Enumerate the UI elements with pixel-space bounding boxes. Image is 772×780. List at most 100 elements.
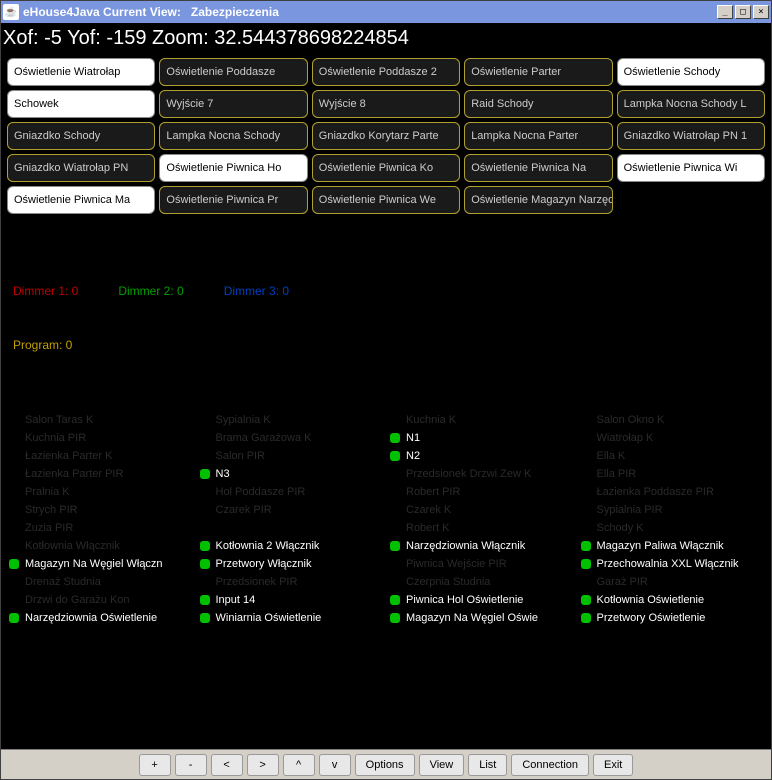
sensor-label: Input 14 (216, 594, 256, 606)
sensor-label: Garaż PIR (597, 576, 648, 588)
control-button[interactable]: Lampka Nocna Schody (159, 122, 307, 150)
control-button[interactable]: Oświetlenie Poddasze (159, 58, 307, 86)
pan-down-button[interactable]: v (319, 754, 351, 776)
control-button[interactable]: Oświetlenie Poddasze 2 (312, 58, 460, 86)
sensor-label: Łazienka Parter PIR (25, 468, 123, 480)
options-button[interactable]: Options (355, 754, 415, 776)
minimize-button[interactable]: _ (717, 5, 733, 19)
view-button[interactable]: View (419, 754, 465, 776)
sensor-label: Salon Okno K (597, 414, 665, 426)
status-dot-icon (581, 595, 591, 605)
sensor-item: Przetwory Oświetlenie (581, 610, 764, 626)
sensor-item: Hol Poddasze PIR (200, 484, 383, 500)
control-button[interactable]: Lampka Nocna Parter (464, 122, 612, 150)
maximize-button[interactable]: □ (735, 5, 751, 19)
sensor-label: Drzwi do Garażu Kon (25, 594, 130, 606)
sensor-label: Hol Poddasze PIR (216, 486, 306, 498)
control-button[interactable]: Oświetlenie Wiatrołap (7, 58, 155, 86)
sensor-label: Kuchnia K (406, 414, 456, 426)
sensor-label: Narzędziownia Włącznik (406, 540, 525, 552)
control-button[interactable]: Gniazdko Wiatrołap PN 1 (617, 122, 765, 150)
main-window: ☕ eHouse4Java Current View: Zabezpieczen… (0, 0, 772, 780)
status-dot-icon (390, 541, 400, 551)
status-dot-icon (200, 613, 210, 623)
sensor-item: Kotłownia 2 Włącznik (200, 538, 383, 554)
sensor-item: Input 14 (200, 592, 383, 608)
sensor-item: Kotłownia Oświetlenie (581, 592, 764, 608)
status-dot-icon (200, 595, 210, 605)
sensor-item: Magazyn Na Węgiel Oświe (390, 610, 573, 626)
sensor-item: Przedsionek Drzwi Zew K (390, 466, 573, 482)
sensor-item: Narzędziownia Włącznik (390, 538, 573, 554)
zoom-out-button[interactable]: - (175, 754, 207, 776)
sensor-item: Strych PIR (9, 502, 192, 518)
status-dot-icon (200, 559, 210, 569)
sensor-item (200, 520, 383, 536)
control-button-grid: Oświetlenie WiatrołapOświetlenie Poddasz… (1, 58, 771, 214)
coords-readout: Xof: -5 Yof: -159 Zoom: 32.5443786982248… (1, 23, 771, 58)
dimmer-readout: Dimmer 3: 0 (224, 284, 289, 298)
sensor-item: Robert PIR (390, 484, 573, 500)
control-button[interactable]: Oświetlenie Piwnica Ko (312, 154, 460, 182)
sensor-label: N3 (216, 468, 230, 480)
sensor-label: Robert PIR (406, 486, 460, 498)
sensor-item: Magazyn Na Węgiel Włączn (9, 556, 192, 572)
sensor-label: Strych PIR (25, 504, 78, 516)
pan-right-button[interactable]: > (247, 754, 279, 776)
dimmer-readout: Dimmer 1: 0 (13, 284, 78, 298)
sensor-label: Pralnia K (25, 486, 70, 498)
sensor-label: Łazienka Parter K (25, 450, 112, 462)
control-button[interactable]: Gniazdko Schody (7, 122, 155, 150)
close-button[interactable]: × (753, 5, 769, 19)
sensor-label: Kotłownia 2 Włącznik (216, 540, 320, 552)
control-button[interactable]: Oświetlenie Piwnica Ma (7, 186, 155, 214)
sensor-label: Przetwory Oświetlenie (597, 612, 706, 624)
connection-button[interactable]: Connection (511, 754, 589, 776)
control-button[interactable]: Gniazdko Korytarz Parte (312, 122, 460, 150)
sensor-item: Narzędziownia Oświetlenie (9, 610, 192, 626)
pan-left-button[interactable]: < (211, 754, 243, 776)
control-button[interactable]: Oświetlenie Piwnica Na (464, 154, 612, 182)
sensor-item: Drzwi do Garażu Kon (9, 592, 192, 608)
pan-up-button[interactable]: ^ (283, 754, 315, 776)
status-dot-icon (390, 433, 400, 443)
exit-button[interactable]: Exit (593, 754, 633, 776)
control-button[interactable]: Oświetlenie Piwnica Pr (159, 186, 307, 214)
sensor-label: Czarek PIR (216, 504, 272, 516)
control-button[interactable]: Lampka Nocna Schody L (617, 90, 765, 118)
sensor-item: Czarek K (390, 502, 573, 518)
dimmer-row: Dimmer 1: 0Dimmer 2: 0Dimmer 3: 0 (1, 284, 771, 298)
sensor-item: N2 (390, 448, 573, 464)
status-dot-icon (390, 613, 400, 623)
control-button[interactable]: Oświetlenie Parter (464, 58, 612, 86)
list-button[interactable]: List (468, 754, 507, 776)
sensor-item: Piwnica Wejście PIR (390, 556, 573, 572)
control-button[interactable]: Oświetlenie Piwnica Wi (617, 154, 765, 182)
sensor-item: N1 (390, 430, 573, 446)
sensor-label: Schody K (597, 522, 644, 534)
control-button[interactable]: Gniazdko Wiatrołap PN (7, 154, 155, 182)
status-dot-icon (581, 559, 591, 569)
sensor-item: Łazienka Poddasze PIR (581, 484, 764, 500)
sensor-label: Brama Garażowa K (216, 432, 312, 444)
sensor-label: Przedsionek Drzwi Zew K (406, 468, 531, 480)
program-label: Program: 0 (1, 338, 771, 352)
control-button[interactable]: Oświetlenie Magazyn Narzędzia (464, 186, 612, 214)
control-button[interactable]: Wyjście 8 (312, 90, 460, 118)
sensor-item: Schody K (581, 520, 764, 536)
control-button[interactable]: Schowek (7, 90, 155, 118)
sensor-item: Czarek PIR (200, 502, 383, 518)
zoom-in-button[interactable]: + (139, 754, 171, 776)
control-button[interactable]: Raid Schody (464, 90, 612, 118)
sensor-item: Pralnia K (9, 484, 192, 500)
control-button[interactable]: Oświetlenie Piwnica Ho (159, 154, 307, 182)
sensor-label: Zuzia PIR (25, 522, 73, 534)
sensor-item: Ella PIR (581, 466, 764, 482)
control-button[interactable]: Oświetlenie Schody (617, 58, 765, 86)
sensor-label: N2 (406, 450, 420, 462)
sensor-item: Garaż PIR (581, 574, 764, 590)
control-button[interactable]: Wyjście 7 (159, 90, 307, 118)
sensor-item: Salon Okno K (581, 412, 764, 428)
control-button[interactable]: Oświetlenie Piwnica We (312, 186, 460, 214)
sensor-label: Piwnica Wejście PIR (406, 558, 507, 570)
